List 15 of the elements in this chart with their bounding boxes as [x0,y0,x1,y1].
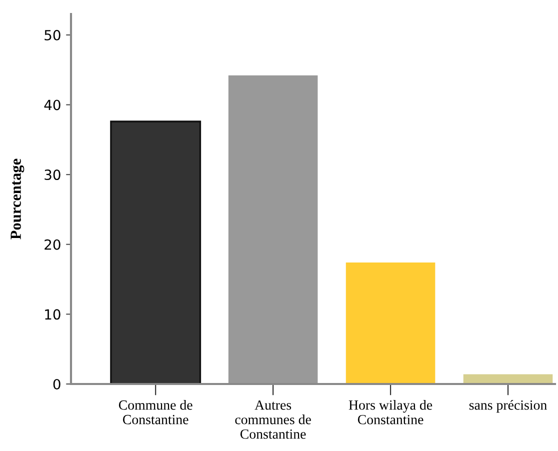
x-tick-label: Hors wilaya de Constantine [348,400,432,424]
bar [110,120,202,384]
x-tick-label: Commune de Constantine [118,400,192,424]
bar [228,75,318,384]
y-axis-title: Pourcentage [10,158,24,240]
y-tick-label: 20 [44,239,60,250]
x-tick-label: Autres communes de Constantine [235,400,311,439]
x-tick-label: sans précision [469,400,547,413]
y-tick-label: 40 [44,100,60,110]
y-tick-label: 30 [44,170,60,180]
y-tick-label: 0 [53,378,60,390]
y-tick-label: 50 [44,30,60,40]
y-tick-label: 10 [45,309,60,320]
bar [463,374,553,384]
bar [346,262,436,384]
